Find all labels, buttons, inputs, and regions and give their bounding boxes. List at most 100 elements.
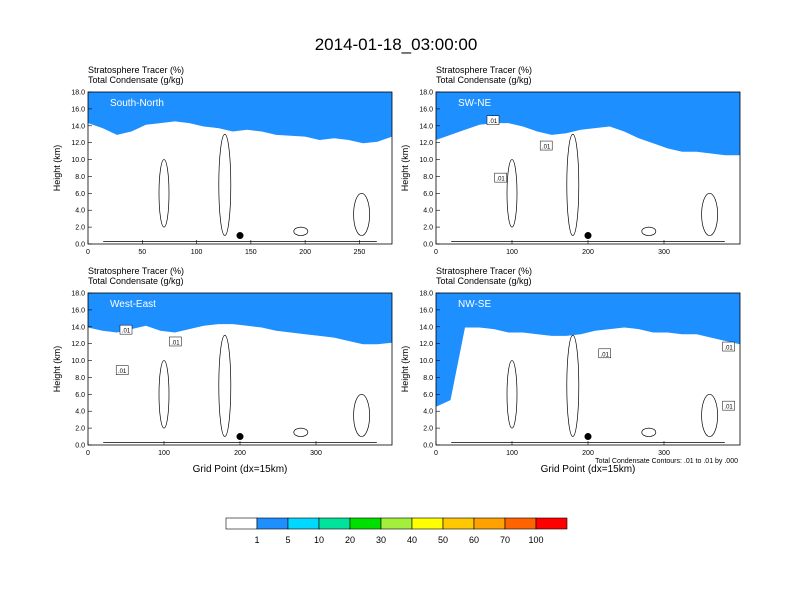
condensate-contours [103, 133, 377, 242]
location-marker [584, 232, 592, 240]
y-tick-label: 14.0 [71, 324, 85, 331]
contour-label-box [598, 348, 611, 359]
contour-label-text: .01 [542, 145, 551, 151]
y-axis-label: Height (km) [400, 145, 410, 192]
y-tick-label: 16.0 [419, 307, 433, 314]
contour-label: .01 [494, 172, 507, 183]
figure-title: 2014-01-18_03:00:00 [315, 35, 478, 54]
y-tick-label: 4.0 [423, 409, 433, 416]
x-axis-label: Grid Point (dx=15km) [193, 464, 288, 475]
colorbar-box [535, 517, 568, 530]
y-tick-label: 6.0 [423, 392, 433, 399]
condensate-contour [293, 427, 309, 437]
tracer-field [88, 92, 392, 144]
y-axis-label: Height (km) [52, 346, 62, 393]
colorbar-box [504, 517, 537, 530]
panel-label-top: Stratosphere Tracer (%) [436, 65, 532, 75]
x-tick-label: 0 [86, 249, 90, 256]
panel-label-top: Stratosphere Tracer (%) [88, 266, 184, 276]
colorbar-box [225, 517, 258, 530]
colorbar-label: 30 [376, 535, 386, 545]
colorbar-box [287, 517, 320, 530]
condensate-contour [566, 133, 580, 236]
panel-label-bottom: Total Condensate (g/kg) [436, 276, 532, 286]
y-tick-label: 4.0 [423, 208, 433, 215]
condensate-contour [701, 393, 718, 437]
contour-label-box [722, 341, 735, 352]
colorbar-label: 100 [528, 535, 543, 545]
y-tick-label: 16.0 [71, 106, 85, 113]
colorbar-label: 40 [407, 535, 417, 545]
colorbar-label: 1 [254, 535, 259, 545]
colorbar-box [256, 517, 289, 530]
contour-label: .01 [598, 348, 611, 359]
x-tick-label: 0 [434, 249, 438, 256]
panel-label-top: Stratosphere Tracer (%) [436, 266, 532, 276]
y-tick-label: 10.0 [71, 358, 85, 365]
contour-label: .01 [486, 115, 500, 125]
condensate-contour [353, 192, 370, 236]
contour-label: .01 [169, 336, 182, 347]
x-tick-label: 50 [138, 249, 146, 256]
y-tick-label: 8.0 [75, 375, 85, 382]
tracer-band-1 [436, 293, 740, 407]
contour-label: .01 [115, 365, 129, 375]
condensate-contour [218, 133, 232, 236]
x-tick-label: 300 [658, 249, 670, 256]
x-tick-label: 0 [86, 450, 90, 457]
panel-label-bottom: Total Condensate (g/kg) [436, 75, 532, 85]
condensate-contours [103, 334, 377, 443]
y-tick-label: 4.0 [75, 409, 85, 416]
x-tick-label: 0 [434, 450, 438, 457]
contour-label-text: .01 [489, 119, 498, 125]
tracer-band-1 [88, 92, 392, 144]
contour-label-box [494, 172, 507, 183]
condensate-contour [293, 226, 309, 236]
condensate-contour [506, 360, 518, 429]
panel-name: West-East [110, 299, 156, 310]
condensate-contour [353, 393, 370, 437]
condensate-contour [641, 427, 657, 437]
panel-name: SW-NE [458, 98, 491, 109]
y-tick-label: 18.0 [71, 291, 85, 298]
y-tick-label: 0.0 [423, 443, 433, 450]
x-axis-label: Grid Point (dx=15km) [541, 464, 636, 475]
y-tick-label: 10.0 [419, 358, 433, 365]
location-marker [236, 232, 244, 240]
contour-label-text: .01 [122, 329, 131, 335]
y-tick-label: 14.0 [419, 123, 433, 130]
contour-label-text: .01 [171, 340, 180, 346]
contour-label-box [169, 336, 182, 347]
y-tick-label: 6.0 [75, 392, 85, 399]
condensate-contours [451, 334, 725, 443]
colorbar: 1 5 10 20 30 40 50 60 70 100 [225, 517, 568, 545]
condensate-contour [506, 159, 518, 228]
contour-label-text: .01 [496, 177, 505, 183]
contour-label-text: .01 [724, 405, 733, 411]
condensate-contour [158, 360, 170, 429]
panel-1: 0.0 2.0 4.0 6.0 8.0 10.0 12.0 14.0 16.0 18.0 0 50 10… [52, 65, 393, 256]
contour-label-box [486, 115, 500, 125]
y-tick-label: 12.0 [419, 140, 433, 147]
contour-label-text: .01 [118, 369, 127, 375]
y-tick-label: 6.0 [75, 191, 85, 198]
panel-2: .01 .01 .01 0.0 2.0 4.0 6.0 8.0 10.0 12.0 14.0 16.0… [400, 65, 741, 256]
panel-label-top: Stratosphere Tracer (%) [88, 65, 184, 75]
x-tick-label: 200 [582, 450, 594, 457]
x-tick-label: 100 [506, 249, 518, 256]
x-tick-label: 300 [658, 450, 670, 457]
y-tick-label: 2.0 [423, 225, 433, 232]
contour-label: .01 [722, 341, 735, 352]
y-tick-label: 2.0 [75, 225, 85, 232]
condensate-contour [158, 159, 170, 228]
colorbar-label: 10 [314, 535, 324, 545]
y-tick-label: 8.0 [423, 174, 433, 181]
y-axis-label: Height (km) [52, 145, 62, 192]
condensate-contour [701, 192, 718, 236]
contour-label-box [722, 400, 735, 411]
colorbar-label: 20 [345, 535, 355, 545]
y-tick-label: 4.0 [75, 208, 85, 215]
y-tick-label: 12.0 [71, 341, 85, 348]
x-tick-label: 100 [191, 249, 203, 256]
